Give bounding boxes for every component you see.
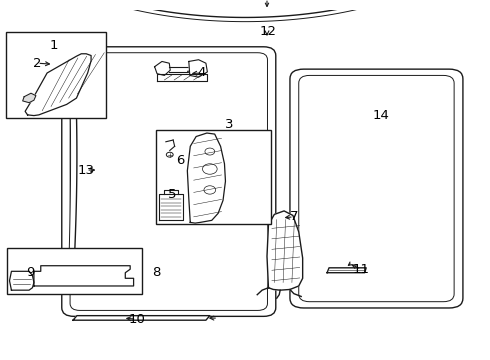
Text: 13: 13 bbox=[78, 163, 95, 176]
Text: 7: 7 bbox=[290, 210, 298, 223]
Text: 5: 5 bbox=[169, 188, 177, 201]
Polygon shape bbox=[159, 194, 183, 220]
Polygon shape bbox=[23, 93, 36, 103]
Text: 3: 3 bbox=[225, 118, 234, 131]
FancyBboxPatch shape bbox=[6, 248, 143, 294]
Polygon shape bbox=[187, 133, 225, 223]
FancyBboxPatch shape bbox=[70, 53, 268, 310]
Polygon shape bbox=[25, 54, 91, 116]
Polygon shape bbox=[9, 271, 34, 290]
Polygon shape bbox=[68, 75, 77, 291]
Text: 9: 9 bbox=[26, 266, 34, 279]
Polygon shape bbox=[189, 60, 207, 77]
FancyBboxPatch shape bbox=[299, 76, 454, 302]
Polygon shape bbox=[267, 211, 303, 290]
Polygon shape bbox=[34, 266, 134, 286]
Text: 10: 10 bbox=[128, 312, 145, 326]
Polygon shape bbox=[327, 268, 366, 273]
FancyBboxPatch shape bbox=[156, 130, 271, 224]
Text: 4: 4 bbox=[198, 67, 206, 80]
FancyBboxPatch shape bbox=[290, 69, 463, 308]
Text: 8: 8 bbox=[152, 266, 160, 279]
Text: 2: 2 bbox=[33, 57, 42, 70]
Polygon shape bbox=[73, 316, 210, 320]
Text: 11: 11 bbox=[353, 263, 370, 276]
FancyBboxPatch shape bbox=[62, 47, 276, 316]
Text: 1: 1 bbox=[49, 39, 58, 52]
FancyBboxPatch shape bbox=[5, 32, 106, 118]
Text: 14: 14 bbox=[372, 109, 389, 122]
Text: 12: 12 bbox=[260, 24, 277, 37]
Text: 6: 6 bbox=[176, 154, 185, 167]
Polygon shape bbox=[157, 75, 207, 81]
Polygon shape bbox=[155, 62, 170, 76]
